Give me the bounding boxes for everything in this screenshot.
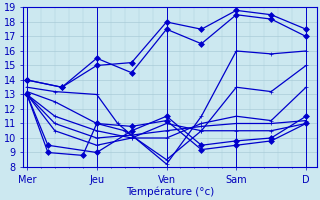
X-axis label: Température (°c): Température (°c) [126,186,214,197]
